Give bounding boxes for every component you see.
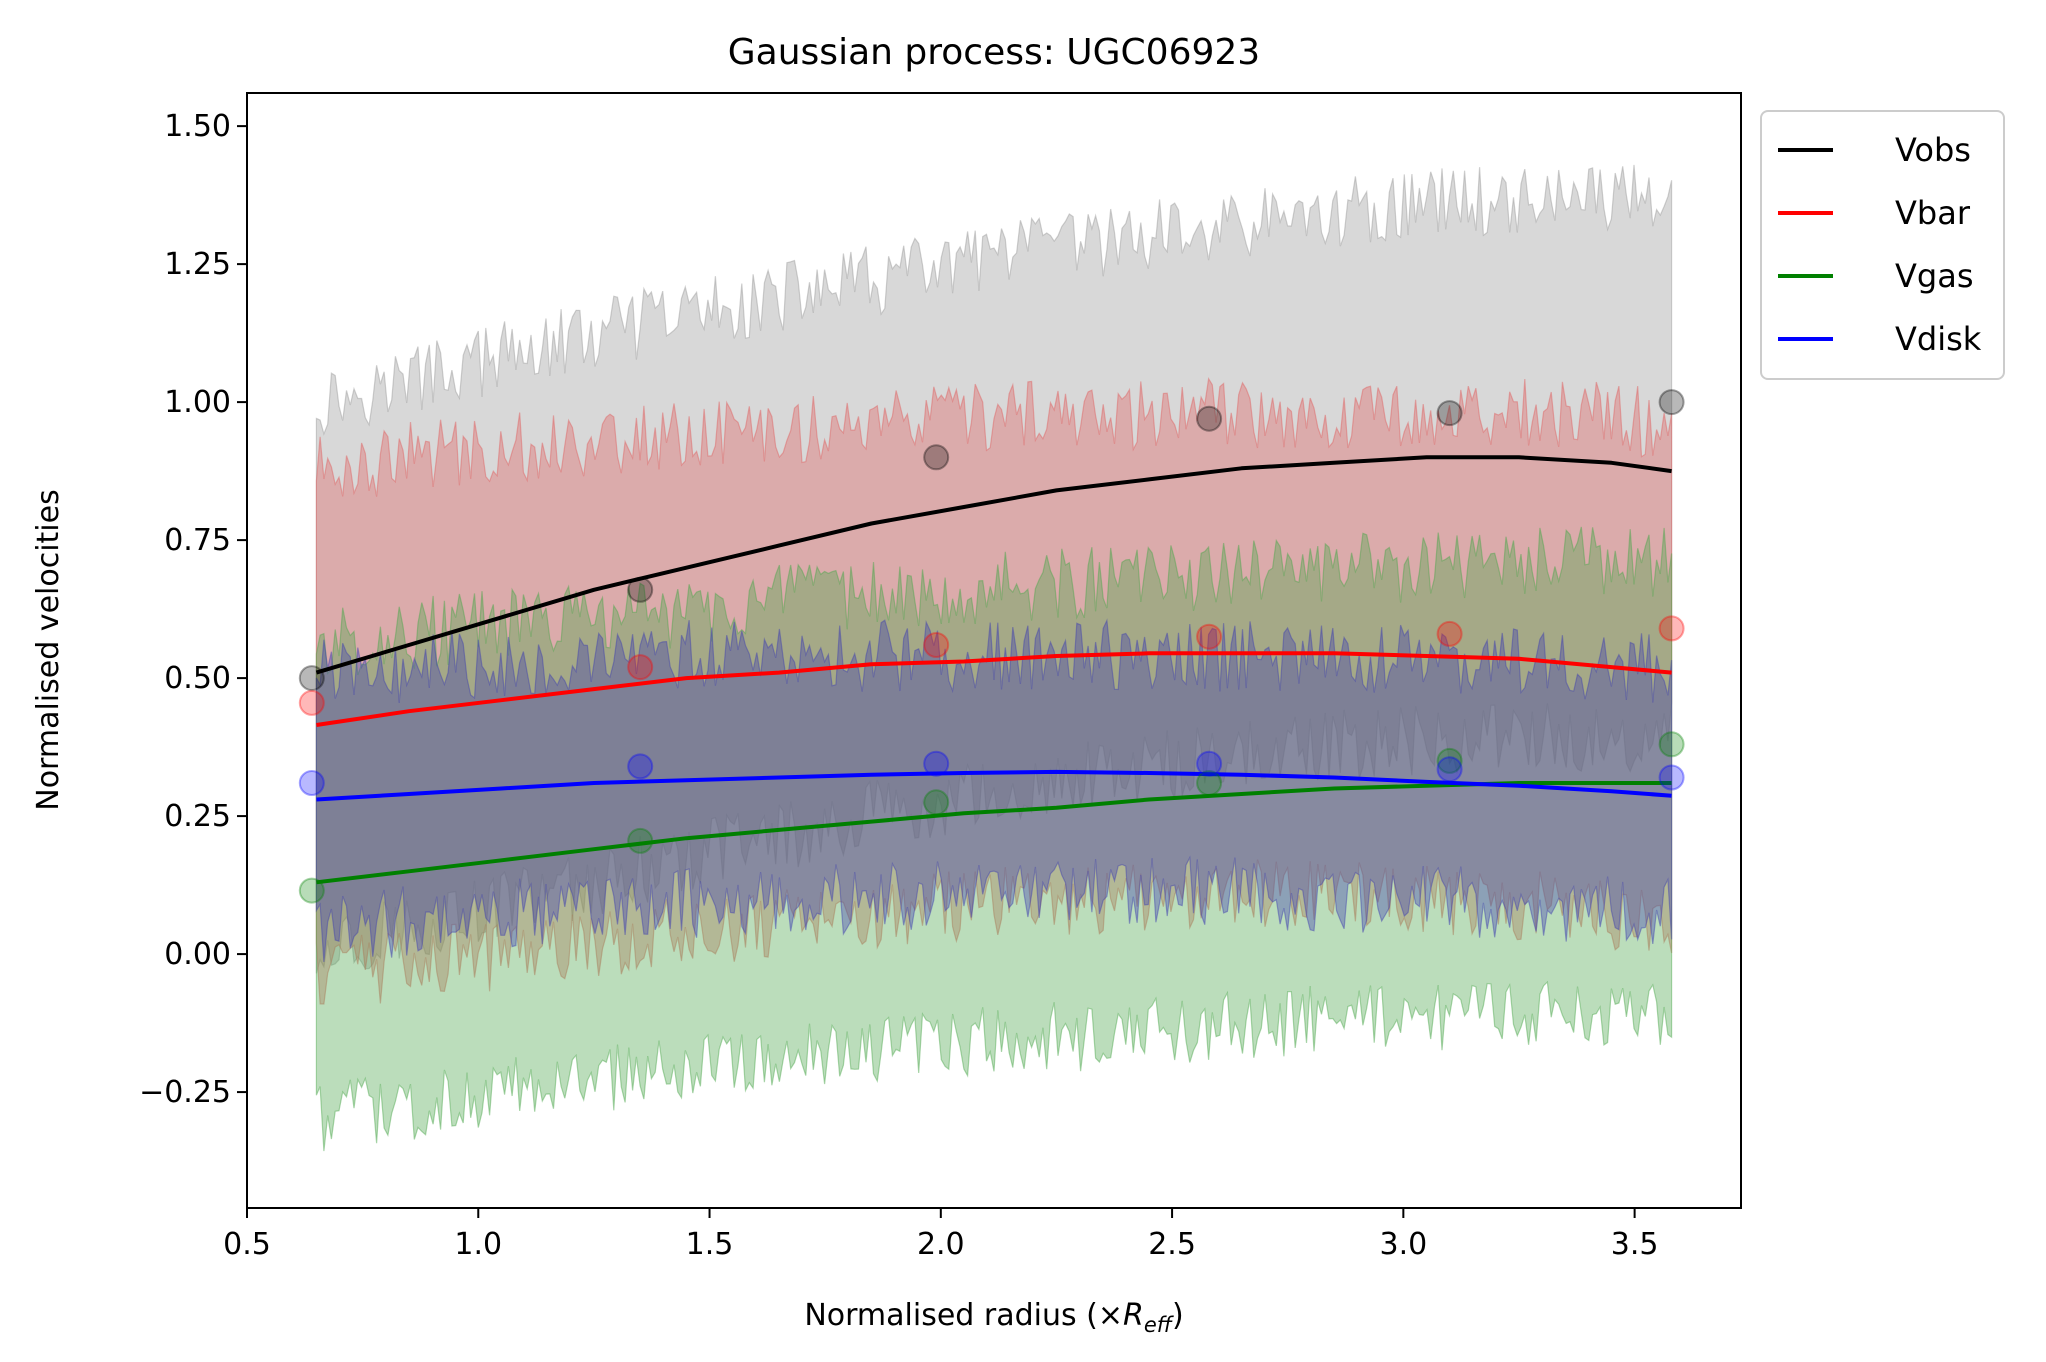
- legend-label-vobs: Vobs: [1895, 131, 1971, 169]
- point-vdisk: [627, 753, 654, 780]
- x-tick-label: 1.5: [686, 1227, 734, 1262]
- band-vbar: [315, 376, 1673, 1005]
- point-vgas: [1436, 747, 1463, 774]
- axes-frame: [246, 92, 1742, 1209]
- point-vbar: [923, 632, 950, 658]
- y-axis-label: Normalised velocities: [31, 489, 66, 810]
- point-vobs: [1196, 405, 1223, 432]
- point-vdisk: [923, 750, 950, 777]
- y-tick-label: 1.50: [164, 109, 231, 144]
- mean-line-vdisk: [316, 769, 1672, 802]
- legend: Vobs Vbar Vgas Vdisk: [1760, 110, 2005, 380]
- legend-box: [1760, 110, 2005, 380]
- point-vobs: [627, 576, 654, 603]
- y-tick-label: 0.25: [164, 799, 231, 834]
- point-vobs: [923, 444, 950, 471]
- point-vdisk: [1436, 756, 1463, 783]
- legend-label-vgas: Vgas: [1895, 257, 1973, 295]
- y-tick-label: 0.50: [164, 661, 231, 696]
- y-tick-label: 1.00: [164, 385, 231, 420]
- point-vdisk: [1196, 750, 1223, 777]
- legend-label-vdisk: Vdisk: [1895, 320, 1982, 358]
- band-vobs: [315, 164, 1673, 974]
- point-vobs: [1658, 389, 1685, 416]
- point-vgas: [1658, 731, 1685, 758]
- y-axis: −0.25 0.00 0.25 0.50 0.75 1.00 1.25 1.50: [139, 109, 247, 1110]
- y-tick-label: 0.00: [164, 937, 231, 972]
- point-vobs: [1436, 400, 1463, 427]
- mean-line-vbar: [316, 651, 1672, 727]
- point-vdisk: [298, 770, 325, 796]
- mean-line-vobs: [315, 455, 1672, 675]
- point-vbar: [298, 689, 325, 716]
- x-tick-label: 0.5: [223, 1227, 271, 1262]
- plot-area: [298, 164, 1685, 1152]
- legend-label-vbar: Vbar: [1895, 194, 1971, 232]
- x-tick-label: 1.0: [454, 1227, 502, 1262]
- y-tick-label: −0.25: [139, 1075, 231, 1110]
- x-tick-label: 2.5: [1148, 1227, 1196, 1262]
- band-vdisk: [315, 618, 1673, 962]
- x-axis: 0.5 1.0 1.5 2.0 2.5 3.0 3.5: [223, 1208, 1658, 1262]
- point-vbar: [1658, 615, 1685, 642]
- mean-lines: [315, 455, 1672, 885]
- point-vdisk: [1658, 764, 1685, 791]
- point-vbar: [1436, 620, 1463, 647]
- x-tick-label: 3.0: [1379, 1227, 1427, 1262]
- point-vobs: [298, 665, 325, 692]
- y-tick-label: 0.75: [164, 523, 231, 558]
- point-vgas: [923, 789, 950, 816]
- x-axis-label: Normalised radius (×Reff): [804, 1298, 1183, 1337]
- y-tick-label: 1.25: [164, 247, 231, 282]
- chart-title: Gaussian process: UGC06923: [728, 32, 1260, 73]
- point-vgas: [627, 827, 654, 854]
- x-tick-label: 3.5: [1611, 1227, 1659, 1262]
- point-vbar: [627, 654, 654, 681]
- point-vbar: [1196, 623, 1223, 650]
- point-vgas: [1196, 770, 1223, 796]
- observed-points: [298, 389, 1685, 904]
- point-vgas: [298, 877, 325, 904]
- x-tick-label: 2.0: [917, 1227, 965, 1262]
